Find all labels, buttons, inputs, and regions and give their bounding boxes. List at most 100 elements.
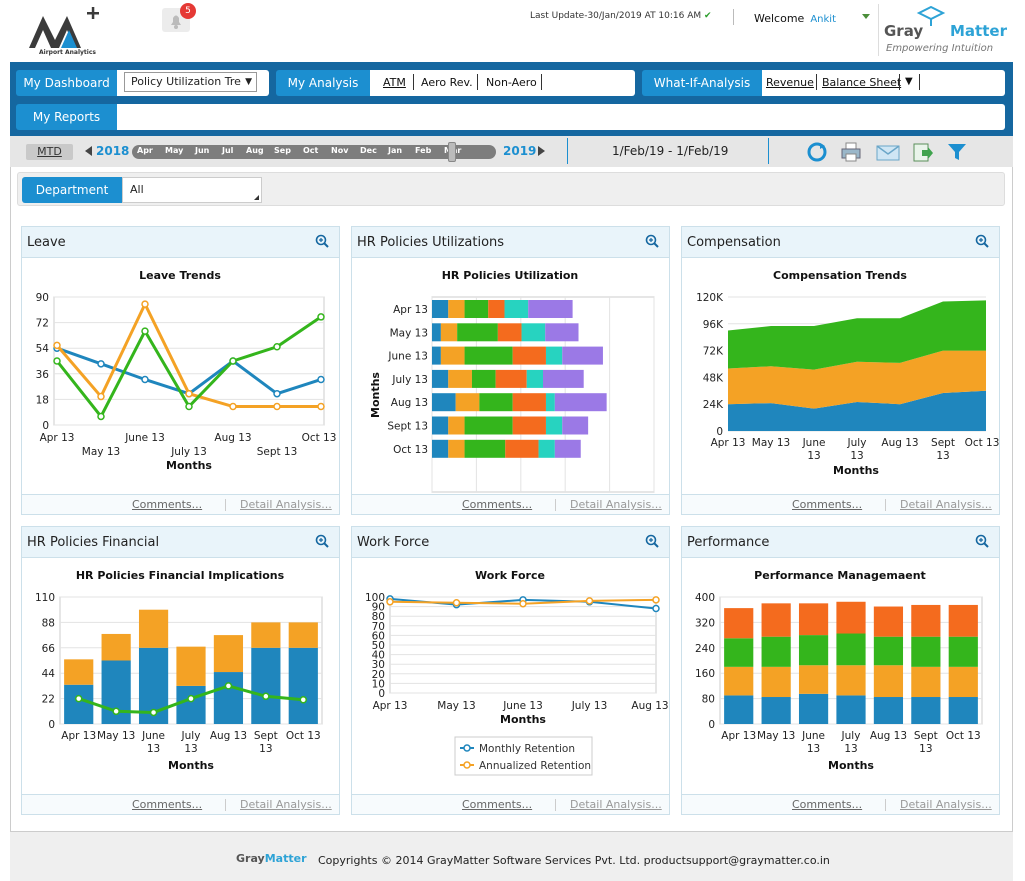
footer-divider: [225, 799, 226, 811]
month-label[interactable]: Apr: [137, 146, 153, 155]
filter-icon[interactable]: [946, 141, 968, 163]
what-if-analysis-button[interactable]: What-If-Analysis: [642, 70, 762, 96]
last-update-text: Last Update-30/Jan/2019 AT 10:16 AM: [530, 11, 702, 21]
whatif-link-revenue[interactable]: Revenue: [766, 76, 814, 89]
x-tick-label: July 13: [170, 446, 207, 458]
bar-segment: [479, 393, 513, 412]
data-point: [53, 357, 61, 365]
bar-segment: [464, 300, 489, 318]
print-icon[interactable]: [840, 141, 862, 163]
hr-policies-utilization-chart: HR Policies Utilization060120180240300Ap…: [369, 269, 655, 493]
x-axis-title: Months: [166, 459, 212, 472]
detail-analysis-link[interactable]: Detail Analysis...: [900, 498, 992, 511]
brand-tagline: Empowering Intuition: [886, 43, 994, 54]
caret-down-icon[interactable]: [862, 14, 870, 19]
data-point: [185, 389, 193, 398]
month-label[interactable]: Jul: [222, 146, 234, 155]
last-update: Last Update-30/Jan/2019 AT 10:16 AM ✔: [530, 11, 712, 21]
my-analysis-button[interactable]: My Analysis: [276, 70, 370, 96]
slider-handle[interactable]: [448, 142, 456, 162]
user-menu[interactable]: Ankit: [810, 14, 836, 25]
zoom-icon[interactable]: [315, 234, 329, 248]
year-end[interactable]: 2019: [503, 144, 537, 158]
x-tick-label: May 13: [437, 700, 475, 712]
bar-segment: [521, 323, 546, 342]
month-label[interactable]: Dec: [360, 146, 377, 155]
y-tick-label: 0: [378, 688, 385, 700]
panel-footer: Comments... Detail Analysis...: [22, 494, 339, 514]
analysis-link-aero-rev[interactable]: Aero Rev.: [421, 76, 473, 89]
notification-button[interactable]: 5: [162, 3, 196, 32]
zoom-icon[interactable]: [975, 234, 989, 248]
data-point: [273, 343, 281, 351]
y-tick-label: 320: [695, 617, 715, 629]
month-label[interactable]: Aug: [246, 146, 264, 155]
chart-area: Work Force 0 10 20 30 40 50 60 70 80 90 100 Apr 13 Ma…: [352, 559, 669, 794]
analysis-link-non-aero[interactable]: Non-Aero: [486, 76, 537, 89]
whatif-more-dropdown-icon[interactable]: ▼: [905, 76, 913, 87]
bar-segment: [512, 416, 546, 435]
brand-matter: Matter: [950, 22, 1007, 40]
bar-segment: [251, 622, 281, 648]
my-dashboard-button[interactable]: My Dashboard: [16, 70, 117, 96]
logo-mark-icon: [29, 7, 99, 48]
y-tick-label: Apr 13: [393, 304, 428, 316]
month-label[interactable]: Jan: [388, 146, 403, 155]
dashboard-select-value: Policy Utilization Tre: [131, 75, 241, 88]
comments-link[interactable]: Comments...: [132, 498, 203, 511]
comments-link[interactable]: Comments...: [462, 798, 533, 811]
detail-analysis-link[interactable]: Detail Analysis...: [570, 498, 662, 511]
prev-year-icon[interactable]: [85, 146, 92, 156]
mtd-button[interactable]: MTD: [26, 144, 73, 160]
data-point: [317, 402, 325, 411]
bar-segment: [464, 416, 513, 435]
y-tick-label: July 13: [391, 374, 428, 386]
comments-link[interactable]: Comments...: [792, 798, 863, 811]
detail-analysis-link[interactable]: Detail Analysis...: [240, 498, 332, 511]
detail-analysis-link[interactable]: Detail Analysis...: [240, 798, 332, 811]
my-reports-button[interactable]: My Reports: [16, 104, 117, 130]
area-series: [728, 300, 986, 370]
header-divider: [733, 9, 734, 25]
y-tick-label: 90: [36, 292, 49, 304]
footer-divider: [555, 499, 556, 511]
panel-hr-policies-financial: HR Policies Financial HR Policies Financ…: [21, 526, 340, 815]
zoom-icon[interactable]: [645, 534, 659, 548]
y-tick-label: 0: [48, 719, 55, 731]
next-year-icon[interactable]: [538, 146, 545, 156]
bar-segment: [288, 647, 318, 724]
comments-link[interactable]: Comments...: [462, 498, 533, 511]
month-label[interactable]: Jun: [195, 146, 210, 155]
comments-link[interactable]: Comments...: [132, 798, 203, 811]
bar-segment: [724, 608, 754, 639]
department-select[interactable]: All: [122, 177, 262, 203]
reports-links-container: [117, 104, 1005, 130]
month-label[interactable]: Oct: [303, 146, 319, 155]
detail-analysis-link[interactable]: Detail Analysis...: [900, 798, 992, 811]
email-icon[interactable]: [876, 141, 900, 163]
month-label[interactable]: May: [165, 146, 184, 155]
zoom-icon[interactable]: [315, 534, 329, 548]
month-label[interactable]: Feb: [415, 146, 432, 155]
dashboard-select[interactable]: Policy Utilization Tre ▼: [124, 72, 257, 92]
link-divider: [541, 74, 542, 90]
bar-segment: [761, 636, 791, 667]
x-axis-title: Months: [500, 713, 546, 726]
app-logo[interactable]: Airport Analytics: [25, 4, 107, 56]
bar-segment: [471, 369, 496, 388]
y-tick-label: Sept 13: [387, 421, 428, 433]
month-label[interactable]: Nov: [331, 146, 349, 155]
bar-segment: [432, 369, 449, 388]
month-slider[interactable]: [132, 145, 496, 159]
whatif-link-balance-sheet[interactable]: Balance Sheet: [822, 76, 902, 89]
analysis-link-atm[interactable]: ATM: [383, 76, 406, 89]
comments-link[interactable]: Comments...: [792, 498, 863, 511]
footer-brand-gray: Gray: [236, 852, 265, 865]
zoom-icon[interactable]: [645, 234, 659, 248]
zoom-icon[interactable]: [975, 534, 989, 548]
year-start[interactable]: 2018: [96, 144, 130, 158]
detail-analysis-link[interactable]: Detail Analysis...: [570, 798, 662, 811]
export-icon[interactable]: [912, 141, 934, 163]
refresh-icon[interactable]: [806, 141, 828, 163]
month-label[interactable]: Sep: [274, 146, 291, 155]
